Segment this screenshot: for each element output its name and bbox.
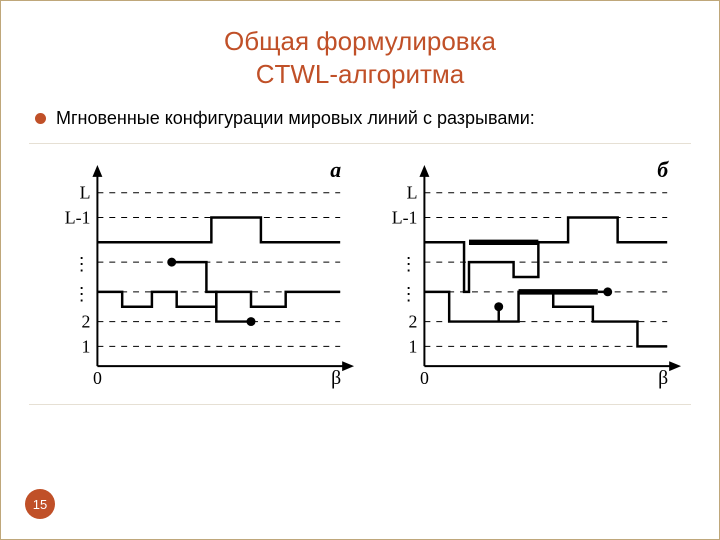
bullet-item: Мгновенные конфигурации мировых линий с … bbox=[29, 108, 691, 129]
ytick-L: L bbox=[80, 183, 91, 203]
bullet-text: Мгновенные конфигурации мировых линий с … bbox=[56, 108, 535, 129]
ytick-2: 2 bbox=[82, 312, 91, 332]
ytick-dots2: ⋮ bbox=[73, 254, 91, 274]
page-number: 15 bbox=[33, 497, 47, 512]
ytick-1b: 1 bbox=[409, 336, 418, 356]
ytick-Lb: L bbox=[407, 183, 418, 203]
worldline-figure: 1 2 ⋮ ⋮ L-1 L 0 β а bbox=[33, 152, 687, 398]
ytick-dots2b: ⋮ bbox=[400, 254, 418, 274]
page-number-badge: 15 bbox=[25, 489, 55, 519]
ytick-dots1b: ⋮ bbox=[400, 284, 418, 304]
title-line-1: Общая формулировка bbox=[224, 26, 496, 56]
ytick-Lm1b: L-1 bbox=[392, 207, 418, 227]
x-origin-a: 0 bbox=[93, 368, 102, 388]
panel-label-b: б bbox=[657, 158, 669, 182]
x-max-b: β bbox=[658, 367, 668, 389]
panel-a: 1 2 ⋮ ⋮ L-1 L 0 β а bbox=[65, 158, 354, 389]
panel-label-a: а bbox=[330, 158, 341, 182]
slide-title: Общая формулировка CTWL-алгоритма bbox=[29, 25, 691, 90]
ytick-2b: 2 bbox=[409, 312, 418, 332]
ytick-Lm1: L-1 bbox=[65, 207, 91, 227]
bullet-marker bbox=[35, 113, 46, 124]
x-origin-b: 0 bbox=[420, 368, 429, 388]
figure-container: 1 2 ⋮ ⋮ L-1 L 0 β а bbox=[29, 143, 691, 405]
x-max-a: β bbox=[331, 367, 341, 389]
panel-b: 1 2 ⋮ ⋮ L-1 L 0 β б bbox=[392, 158, 681, 389]
title-line-2: CTWL-алгоритма bbox=[256, 59, 465, 89]
ytick-1: 1 bbox=[82, 336, 91, 356]
slide-frame: Общая формулировка CTWL-алгоритма Мгнове… bbox=[0, 0, 720, 540]
ytick-dots1: ⋮ bbox=[73, 284, 91, 304]
